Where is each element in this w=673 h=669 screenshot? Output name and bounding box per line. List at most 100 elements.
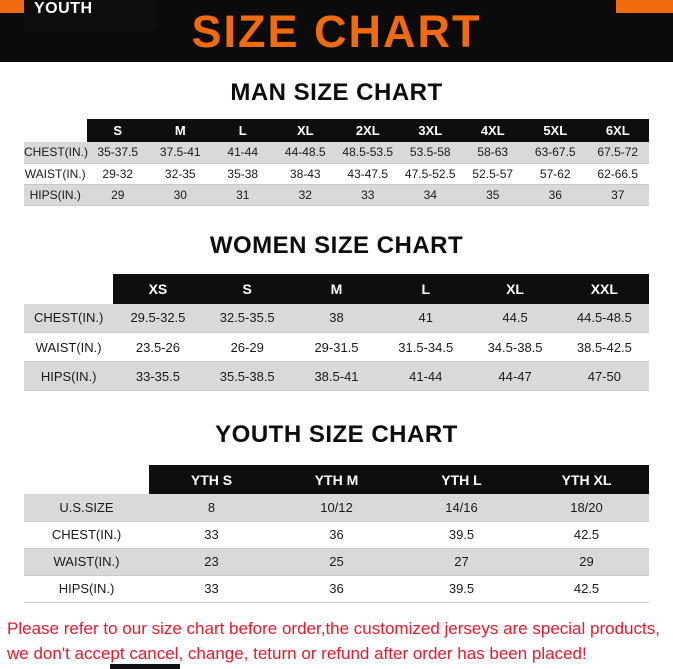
size-column-header: XXL (559, 273, 649, 304)
size-value-cell: 29.5-32.5 (130, 310, 186, 326)
size-value-cell: 34.5-38.5 (487, 339, 543, 355)
man-chart-title: MAN SIZE CHART (230, 79, 443, 106)
size-value-cell: 35 (486, 187, 500, 202)
bottom-black-bar (110, 664, 180, 669)
size-value-cell: 36 (329, 527, 344, 542)
size-value-cell: 29-31.5 (314, 339, 359, 355)
row-label: CHEST(IN.) (51, 527, 122, 542)
size-value-cell: 32 (298, 187, 312, 202)
size-value-cell: 48.5-53.5 (342, 145, 394, 160)
size-value-cell: 42.5 (573, 581, 600, 596)
table-header-row: MEN'SSMLXL2XL3XL4XL5XL6XL (24, 0, 649, 142)
size-value-cell: 47-50 (587, 368, 621, 384)
table-row: WAIST(IN.) 23.5-26 26-29 29-31.5 31.5-34.5 34… (24, 332, 649, 362)
size-column-header: YTH S (149, 465, 274, 494)
disclaimer-line-1: Please refer to our size chart before or… (7, 618, 660, 638)
row-label: HIPS(IN.) (29, 187, 81, 202)
size-value-cell: 35-37.5 (97, 145, 139, 160)
size-value-cell: 52.5-57 (472, 166, 514, 181)
corner-accent-right (616, 0, 673, 13)
size-value-cell: 38.5-42.5 (576, 339, 632, 355)
size-value-cell: 38 (329, 310, 344, 326)
youth-size-table: YOUTH YTH S YTH M YTH L YTH XL U.S.SIZE 8 10/12… (24, 0, 649, 603)
table-row: U.S.SIZE 8 10/12 14/16 18/20 (24, 494, 649, 521)
women-size-chart-section: WOMEN SIZE CHART WOMEN'SXSSMLXLXXLCHEST(… (0, 0, 673, 392)
table-row: WAIST(IN.) 29-32 32-35 35-38 38-43 43-47.5 47.… (24, 163, 649, 184)
size-column-header: S (202, 273, 292, 304)
table-row: CHEST(IN.) 35-37.5 37.5-41 41-44 44-48.5 48.5… (24, 142, 649, 163)
size-value-cell: 44.5 (502, 310, 528, 326)
size-value-cell: 41 (418, 310, 433, 326)
size-value-cell: 39.5 (448, 581, 475, 596)
size-value-cell: 39.5 (448, 527, 475, 542)
row-label: CHEST(IN.) (33, 310, 104, 326)
size-value-cell: 8 (207, 499, 216, 515)
row-label: U.S.SIZE (59, 499, 114, 515)
size-column-header: L (381, 273, 471, 304)
disclaimer-line-2: we don't accept cancel, change, teturn o… (7, 643, 587, 663)
size-value-cell: 32.5-35.5 (219, 310, 275, 326)
size-column-header: YTH M (274, 465, 399, 494)
size-value-cell: 36 (548, 187, 562, 202)
youth-size-chart-section: YOUTH SIZE CHART YOUTH YTH S YTH M YTH L YTH… (0, 0, 673, 603)
table-row: CHEST(IN.) 33 36 39.5 42.5 (24, 521, 649, 548)
size-column-header: XL (274, 119, 337, 142)
size-value-cell: 37 (611, 187, 625, 202)
disclaimer-text: Please refer to our size chart before or… (0, 616, 673, 666)
size-value-cell: 29 (579, 554, 594, 569)
table-row: HIPS(IN.) 29 30 31 32 33 34 35 36 37 (24, 184, 649, 205)
size-value-cell: 23 (204, 554, 219, 569)
man-size-chart-section: MAN SIZE CHART MEN'SSMLXL2XL3XL4XL5XL6XL… (0, 0, 673, 206)
size-value-cell: 14/16 (445, 499, 478, 515)
size-value-cell: 35.5-38.5 (219, 368, 275, 384)
row-label: WAIST(IN.) (24, 166, 86, 181)
table-row: CHEST(IN.) 29.5-32.5 32.5-35.5 38 41 44.5 44.5… (24, 303, 649, 333)
size-value-cell: 43-47.5 (347, 166, 389, 181)
size-value-cell: 63-67.5 (534, 145, 576, 160)
table-row: WAIST(IN.) 23 25 27 29 (24, 548, 649, 575)
size-column-header: 2XL (336, 119, 399, 142)
size-value-cell: 58-63 (477, 145, 509, 160)
size-value-cell: 23.5-26 (135, 339, 180, 355)
size-column-header: L (211, 119, 274, 142)
size-value-cell: 33-35.5 (135, 368, 180, 384)
size-column-header: 4XL (461, 119, 524, 142)
size-column-header: XS (113, 273, 203, 304)
size-column-header: YTH XL (524, 465, 649, 494)
table-row: HIPS(IN.) 33 36 39.5 42.5 (24, 575, 649, 602)
table-header-row: WOMEN'SXSSMLXLXXL (24, 0, 649, 304)
row-label: HIPS(IN.) (58, 581, 115, 596)
size-value-cell: 36 (329, 581, 344, 596)
size-value-cell: 26-29 (230, 339, 264, 355)
size-column-header: YTH L (399, 465, 524, 494)
size-value-cell: 31.5-34.5 (398, 339, 454, 355)
size-column-header: M (291, 273, 382, 304)
size-column-header: S (86, 119, 149, 142)
size-value-cell: 34 (423, 187, 437, 202)
size-value-cell: 44.5-48.5 (576, 310, 632, 326)
row-label: CHEST(IN.) (24, 145, 88, 160)
size-value-cell: 67.5-72 (597, 145, 639, 160)
table-header-row: YOUTH YTH S YTH M YTH L YTH XL (24, 0, 649, 494)
size-value-cell: 29-32 (102, 166, 134, 181)
size-value-cell: 30 (173, 187, 187, 202)
size-column-header: 6XL (586, 119, 649, 142)
size-value-cell: 41-44 (227, 145, 259, 160)
youth-chart-title: YOUTH SIZE CHART (215, 421, 458, 448)
table-corner-header: YOUTH (24, 0, 156, 29)
size-value-cell: 31 (236, 187, 250, 202)
size-value-cell: 53.5-58 (409, 145, 451, 160)
row-label: HIPS(IN.) (40, 368, 97, 384)
size-value-cell: 32-35 (164, 166, 196, 181)
size-value-cell: 44-47 (498, 368, 532, 384)
size-value-cell: 10/12 (320, 499, 353, 515)
size-value-cell: 38-43 (289, 166, 321, 181)
size-value-cell: 18/20 (570, 499, 603, 515)
size-value-cell: 33 (204, 581, 219, 596)
size-column-header: XL (470, 273, 560, 304)
size-value-cell: 35-38 (227, 166, 259, 181)
size-value-cell: 25 (329, 554, 344, 569)
size-value-cell: 62-66.5 (597, 166, 639, 181)
size-value-cell: 42.5 (573, 527, 600, 542)
row-label: WAIST(IN.) (35, 339, 102, 355)
